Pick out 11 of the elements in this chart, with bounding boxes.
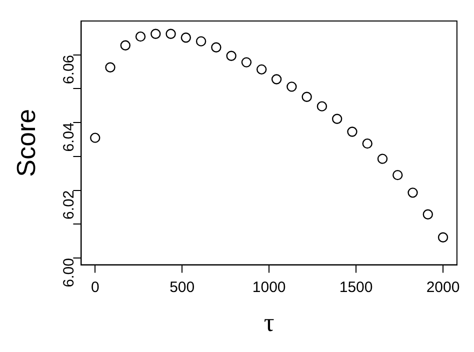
x-tick-label: 500 — [170, 278, 195, 296]
x-tick-label: 2000 — [426, 278, 460, 296]
y-tick-label: 6.04 — [60, 122, 78, 152]
y-axis-title: Score — [10, 108, 41, 177]
x-tick-label: 1000 — [252, 278, 286, 296]
y-tick-label: 6.00 — [60, 258, 78, 288]
x-tick-label: 1500 — [339, 278, 373, 296]
x-axis-title: τ — [264, 308, 274, 338]
y-tick-label: 6.02 — [60, 190, 78, 220]
x-tick-label: 0 — [90, 278, 100, 296]
y-tick-label: 6.06 — [60, 54, 78, 84]
